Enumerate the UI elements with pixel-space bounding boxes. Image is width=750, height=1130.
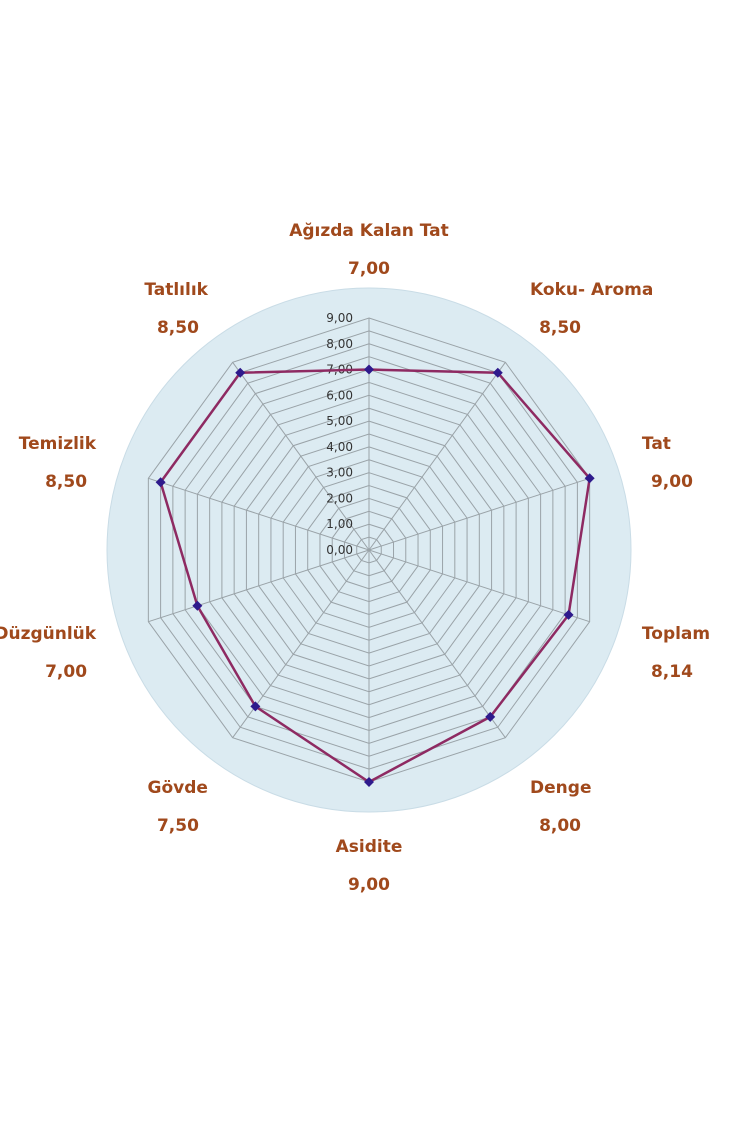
data-point (563, 609, 574, 620)
tick-label: 8,00 (326, 337, 353, 351)
value-label: 8,14 (651, 662, 693, 682)
data-point (155, 477, 166, 488)
data-point (485, 711, 496, 722)
grid-spoke (368, 477, 590, 551)
axis-label: Koku- Aroma (530, 280, 653, 300)
axis-label: Denge (530, 778, 591, 798)
grid-spoke (368, 549, 506, 738)
tick-label: 0,00 (326, 543, 353, 557)
tick-label: 2,00 (326, 491, 353, 505)
tick-label: 4,00 (326, 440, 353, 454)
value-label: 7,00 (348, 259, 390, 279)
axis-label: Düzgünlük (0, 624, 97, 644)
tick-label: 3,00 (326, 466, 353, 480)
data-point (250, 701, 261, 712)
axis-label: Temizlik (19, 434, 97, 454)
grid-spoke (148, 549, 370, 623)
value-label: 7,00 (45, 662, 87, 682)
data-point (235, 367, 246, 378)
axis-label: Tatlılık (144, 280, 208, 300)
axis-label: Asidite (336, 837, 403, 857)
grid-spoke (232, 362, 370, 551)
tick-label: 5,00 (326, 414, 353, 428)
axis-label: Toplam (642, 624, 710, 644)
data-point (364, 777, 374, 787)
value-label: 9,00 (651, 472, 693, 492)
data-point (192, 600, 203, 611)
value-label: 7,50 (157, 816, 199, 836)
data-point (364, 364, 374, 375)
grid-spoke (368, 549, 590, 623)
axis-label: Tat (642, 434, 671, 454)
axis-label: Ağızda Kalan Tat (289, 221, 449, 241)
axis-label: Gövde (148, 778, 208, 798)
data-point (584, 473, 595, 484)
value-label: 8,50 (45, 472, 87, 492)
grid-spoke (368, 362, 506, 551)
value-label: 8,50 (157, 318, 199, 338)
grid-spoke (148, 477, 370, 551)
data-point (492, 367, 503, 378)
tick-label: 1,00 (326, 517, 353, 531)
value-label: 8,00 (539, 816, 581, 836)
tick-label: 6,00 (326, 388, 353, 402)
value-label: 9,00 (348, 875, 390, 895)
tick-label: 9,00 (326, 311, 353, 325)
value-label: 8,50 (539, 318, 581, 338)
